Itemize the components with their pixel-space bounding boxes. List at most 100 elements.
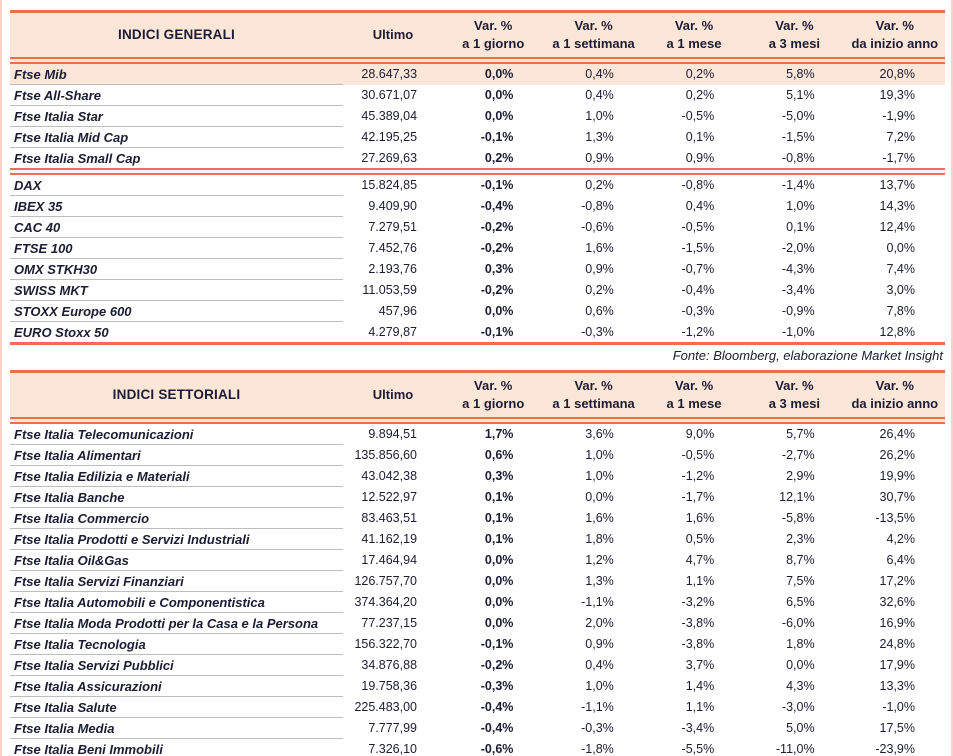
percent-cell: -3,8%	[681, 637, 715, 651]
percent-cell: 1,6%	[585, 511, 614, 525]
column-header: Var. % a 1 mese	[643, 11, 745, 59]
column-header: Ultimo	[343, 11, 444, 59]
index-name-cell: STOXX Europe 600	[10, 300, 344, 322]
index-name-cell: EURO Stoxx 50	[14, 324, 109, 340]
percent-cell: 4,7%	[685, 553, 715, 567]
percent-cell: -0,2%	[480, 220, 514, 234]
index-name-cell: Ftse Italia Edilizia e Materiali	[10, 465, 344, 487]
table-row: Ftse Italia Telecomunicazioni 9.894,51 1,7…	[10, 423, 945, 445]
percent-cell: -1,2%	[681, 469, 715, 483]
column-header: Var. % a 1 settimana	[543, 371, 644, 419]
table-row: Ftse Italia Oil&Gas 17.464,94 0,0% 1,2% 4,7%…	[10, 549, 945, 571]
table-row: Ftse Italia Media 7.777,99 -0,4% -0,3% -3,4%…	[10, 717, 945, 739]
table-header: INDICI SETTORIALI Ultimo Var. % a 1 giorno…	[10, 371, 945, 424]
index-name-cell: Ftse Italia Media	[10, 717, 344, 739]
percent-cell: 1,1%	[685, 700, 715, 714]
percent-cell: 2,3%	[786, 532, 815, 546]
column-header: Var. % a 3 mesi	[744, 371, 845, 419]
index-name-cell: Ftse Italia Servizi Pubblici	[10, 654, 344, 676]
percent-cell: 1,0%	[585, 448, 614, 462]
column-header: Var. % da inizio anno	[844, 371, 945, 419]
percent-cell: 8,7%	[786, 553, 815, 567]
percent-cell: -3,4%	[681, 721, 715, 735]
ultimo-cell: 15.824,85	[361, 178, 418, 193]
percent-cell: -1,7%	[681, 490, 715, 504]
ultimo-cell: 7.452,76	[368, 241, 418, 255]
sector-indices-table: INDICI SETTORIALI Ultimo Var. % a 1 giorno…	[10, 370, 945, 756]
percent-cell: -0,3%	[581, 721, 614, 735]
table-row: Ftse Italia Star 45.389,04 0,0% 1,0% -0,5% -5…	[10, 105, 945, 127]
percent-cell: -0,4%	[480, 721, 514, 735]
percent-cell: -11,0%	[775, 742, 815, 756]
percent-cell: 0,2%	[484, 150, 514, 165]
percent-cell: 1,8%	[786, 637, 815, 651]
column-header: Ultimo	[343, 371, 444, 419]
percent-cell: 0,9%	[585, 637, 614, 651]
index-name-cell: IBEX 35	[10, 195, 344, 217]
percent-cell: 13,7%	[879, 178, 915, 193]
percent-cell: 5,8%	[744, 63, 845, 85]
table-row: Ftse Italia Salute 225.483,00 -0,4% -1,1% 1,…	[10, 696, 945, 718]
percent-cell: -0,9%	[781, 304, 815, 318]
percent-cell: 6,4%	[886, 553, 916, 567]
ultimo-cell: 41.162,19	[361, 532, 418, 546]
percent-cell: 1,6%	[685, 511, 715, 525]
index-name-cell: Ftse Italia Banche	[10, 486, 344, 508]
percent-cell: -0,1%	[480, 324, 514, 339]
ultimo-cell: 28.647,33	[343, 63, 444, 85]
index-name-cell: CAC 40	[10, 216, 344, 238]
percent-cell: 1,0%	[585, 469, 614, 483]
percent-cell: 4,2%	[886, 532, 916, 546]
percent-cell: 0,4%	[543, 63, 644, 85]
percent-cell: 17,9%	[879, 658, 915, 672]
table-row: Ftse Italia Small Cap 27.269,63 0,2% 0,9% 0,…	[10, 148, 945, 170]
percent-cell: 30,7%	[879, 490, 915, 504]
ultimo-cell: 19.758,36	[361, 679, 418, 693]
column-header: Var. % a 1 giorno	[443, 11, 544, 59]
percent-cell: 0,3%	[484, 469, 514, 483]
percent-cell: 7,5%	[786, 574, 815, 588]
ultimo-cell: 30.671,07	[361, 88, 418, 102]
column-header: Var. % da inizio anno	[844, 11, 945, 59]
percent-cell: -0,8%	[681, 178, 715, 193]
table-row: STOXX Europe 600 457,96 0,0% 0,6% -0,3% -0,9%…	[10, 300, 945, 322]
ultimo-cell: 83.463,51	[361, 511, 418, 525]
ultimo-cell: 77.237,15	[361, 616, 418, 630]
header-double-rule	[10, 58, 945, 64]
percent-cell: 0,6%	[484, 448, 514, 462]
table-row: Ftse Italia Automobili e Componentistica…	[10, 591, 945, 613]
index-name-cell: Ftse Italia Commercio	[10, 507, 344, 529]
percent-cell: 0,2%	[643, 63, 745, 85]
index-name-cell: Ftse Italia Oil&Gas	[10, 549, 344, 571]
percent-cell: -3,8%	[681, 616, 715, 630]
percent-cell: -5,8%	[781, 511, 815, 525]
header-double-rule	[10, 418, 945, 424]
index-name-cell: Ftse Italia Automobili e Componentistica	[10, 591, 344, 613]
percent-cell: 2,9%	[786, 469, 815, 483]
table-row: Ftse Italia Commercio 83.463,51 0,1% 1,6% 1,…	[10, 507, 945, 529]
percent-cell: -2,0%	[781, 241, 815, 255]
percent-cell: 0,9%	[585, 262, 614, 276]
percent-cell: 12,1%	[779, 490, 815, 504]
percent-cell: 0,0%	[484, 553, 514, 567]
percent-cell: 0,4%	[685, 199, 715, 213]
table-row: Ftse Italia Beni Immobili 7.326,10 -0,6% -1…	[10, 738, 945, 756]
percent-cell: -1,2%	[681, 324, 715, 339]
percent-cell: 7,8%	[886, 304, 916, 318]
ultimo-cell: 7.777,99	[368, 721, 418, 735]
percent-cell: 3,6%	[585, 427, 614, 442]
percent-cell: 26,2%	[879, 448, 915, 462]
table-row: OMX STKH30 2.193,76 0,3% 0,9% -0,7% -4,3% 7,4%	[10, 258, 945, 280]
percent-cell: -3,0%	[781, 700, 815, 714]
table-row: FTSE 100 7.452,76 -0,2% 1,6% -1,5% -2,0% 0,0%	[10, 237, 945, 259]
percent-cell: 17,5%	[879, 721, 915, 735]
percent-cell: -6,0%	[781, 616, 815, 630]
percent-cell: 32,6%	[879, 595, 915, 609]
percent-cell: -3,4%	[781, 283, 815, 297]
index-name-cell: FTSE 100	[10, 237, 344, 259]
percent-cell: 12,8%	[879, 324, 915, 339]
ultimo-cell: 45.389,04	[361, 109, 418, 123]
percent-cell: -0,8%	[581, 199, 614, 213]
percent-cell: -0,4%	[480, 700, 514, 714]
percent-cell: 26,4%	[879, 427, 915, 442]
